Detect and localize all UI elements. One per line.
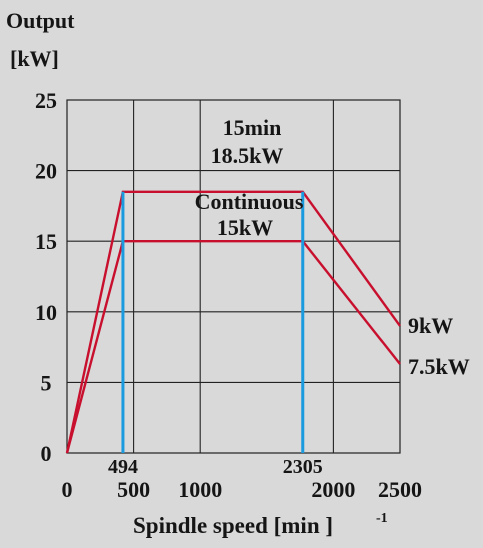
y-tick-label: 5 bbox=[41, 370, 52, 395]
speed-markers bbox=[121, 191, 305, 453]
y-axis-title-line1: Output bbox=[6, 8, 75, 33]
y-tick-label: 10 bbox=[35, 300, 57, 325]
x-tick-label: 2000 bbox=[311, 477, 355, 502]
series-line bbox=[65, 239, 401, 454]
annotation-s15_1: 15min bbox=[223, 115, 282, 140]
annotation-cont_2: 15kW bbox=[217, 215, 273, 240]
x-tick-label: 1000 bbox=[178, 477, 222, 502]
y-tick-label: 0 bbox=[41, 441, 52, 466]
grid bbox=[66, 99, 401, 454]
speed-marker-label: 2305 bbox=[283, 456, 323, 478]
series-lines bbox=[65, 190, 401, 454]
y-tick-label: 15 bbox=[35, 229, 57, 254]
annotation-cont_1: Continuous bbox=[195, 189, 304, 214]
x-axis-title-superscript: -1 bbox=[376, 511, 388, 526]
x-tick-label: 500 bbox=[117, 477, 150, 502]
annotation-s15_2: 18.5kW bbox=[211, 143, 284, 168]
y-axis-title-line2: [kW] bbox=[10, 46, 59, 71]
y-tick-label: 20 bbox=[35, 159, 57, 184]
plot-frame bbox=[66, 99, 401, 454]
annotation-end_75: 7.5kW bbox=[408, 354, 470, 379]
annotation-end_9: 9kW bbox=[408, 313, 453, 338]
series-line bbox=[65, 190, 401, 454]
x-tick-label: 2500 bbox=[378, 477, 422, 502]
chart-labels: 0 5 10 15 20 25 0 500 1000 2000 2500 494 2305 15min 18… bbox=[35, 88, 470, 502]
x-tick-label: 0 bbox=[62, 477, 73, 502]
x-axis-title: Spindle speed [min ] bbox=[133, 513, 333, 538]
speed-marker-label: 494 bbox=[108, 456, 138, 478]
y-tick-label: 25 bbox=[35, 88, 57, 113]
